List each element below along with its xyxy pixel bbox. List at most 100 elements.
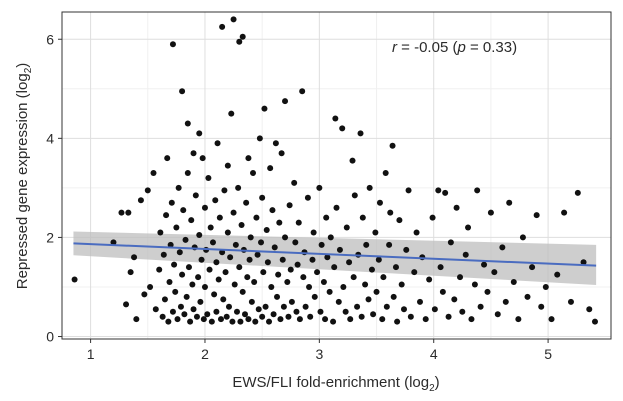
data-point: [567, 298, 574, 305]
data-point: [71, 276, 78, 283]
data-point: [453, 204, 460, 211]
data-point: [248, 298, 255, 305]
data-point: [300, 274, 307, 281]
data-point: [245, 155, 252, 162]
data-point: [165, 318, 172, 325]
data-point: [243, 199, 250, 206]
data-point: [127, 269, 134, 276]
x-tick-label: 4: [430, 346, 438, 362]
x-axis-title-main: EWS/FLI fold-enrichment (log: [232, 374, 429, 391]
data-point: [561, 209, 568, 216]
data-point: [435, 187, 442, 194]
data-point: [161, 296, 168, 303]
data-point: [245, 316, 252, 323]
data-point: [542, 283, 549, 290]
data-point: [349, 157, 356, 164]
regression-line: [73, 242, 597, 267]
data-point: [213, 259, 220, 266]
data-point: [459, 308, 466, 315]
data-point: [150, 170, 157, 177]
data-point: [439, 288, 446, 295]
data-point: [574, 189, 581, 196]
data-point: [519, 234, 526, 241]
gridlines: [62, 12, 611, 339]
data-point: [296, 316, 303, 323]
data-point: [481, 261, 488, 268]
data-point: [294, 261, 301, 268]
data-point: [217, 316, 224, 323]
data-point: [282, 98, 289, 105]
data-point: [125, 209, 132, 216]
data-point: [502, 298, 509, 305]
data-point: [195, 274, 202, 281]
p-value-text: = 0.33): [466, 39, 517, 56]
data-point: [327, 234, 334, 241]
data-point: [299, 88, 306, 95]
data-point: [491, 269, 498, 276]
data-point: [221, 187, 228, 194]
data-point: [280, 303, 287, 310]
data-point: [442, 189, 449, 196]
data-point: [370, 311, 377, 318]
data-point: [230, 209, 237, 216]
data-point: [256, 135, 263, 142]
x-tick-label: 5: [544, 346, 552, 362]
data-point: [372, 229, 379, 236]
data-point: [510, 279, 517, 286]
data-point: [322, 316, 329, 323]
data-point: [437, 264, 444, 271]
data-point: [499, 244, 506, 251]
data-point: [269, 207, 276, 214]
data-point: [268, 283, 275, 290]
data-point: [219, 23, 226, 30]
data-point: [291, 179, 298, 186]
data-point: [166, 279, 173, 286]
data-point: [362, 281, 369, 288]
confidence-band-layer: [73, 231, 597, 285]
data-point: [264, 259, 271, 266]
data-point: [168, 199, 175, 206]
data-point: [451, 296, 458, 303]
data-point: [336, 246, 343, 253]
data-point: [350, 274, 357, 281]
data-point: [180, 207, 187, 214]
data-point: [317, 308, 324, 315]
data-point: [304, 194, 311, 201]
data-point: [487, 209, 494, 216]
data-point: [187, 318, 194, 325]
data-point: [147, 283, 154, 290]
data-point: [206, 266, 213, 273]
data-point: [228, 110, 235, 117]
data-point: [222, 269, 229, 276]
points-layer: [71, 16, 598, 325]
y-axis-ticks: 0 2 4 6: [46, 31, 62, 345]
data-point: [239, 288, 246, 295]
data-point: [216, 214, 223, 221]
data-point: [354, 303, 361, 310]
data-point: [323, 214, 330, 221]
data-point: [236, 264, 243, 271]
p-symbol: p: [456, 39, 465, 56]
data-point: [365, 296, 372, 303]
data-point: [196, 231, 203, 238]
data-point: [357, 130, 364, 137]
data-point: [184, 170, 191, 177]
data-point: [242, 311, 248, 318]
data-point: [238, 222, 245, 229]
r-symbol: r: [392, 39, 398, 56]
data-point: [318, 241, 325, 248]
data-point: [230, 16, 237, 23]
y-tick-label: 6: [46, 31, 54, 47]
data-point: [339, 125, 346, 132]
data-point: [554, 271, 561, 278]
data-point: [141, 291, 148, 298]
data-point: [447, 239, 454, 246]
data-point: [164, 155, 171, 162]
data-point: [306, 283, 313, 290]
data-point: [261, 105, 268, 112]
data-point: [227, 254, 234, 261]
data-point: [251, 279, 258, 286]
data-point: [407, 313, 414, 320]
data-point: [386, 241, 393, 248]
data-point: [468, 316, 475, 323]
